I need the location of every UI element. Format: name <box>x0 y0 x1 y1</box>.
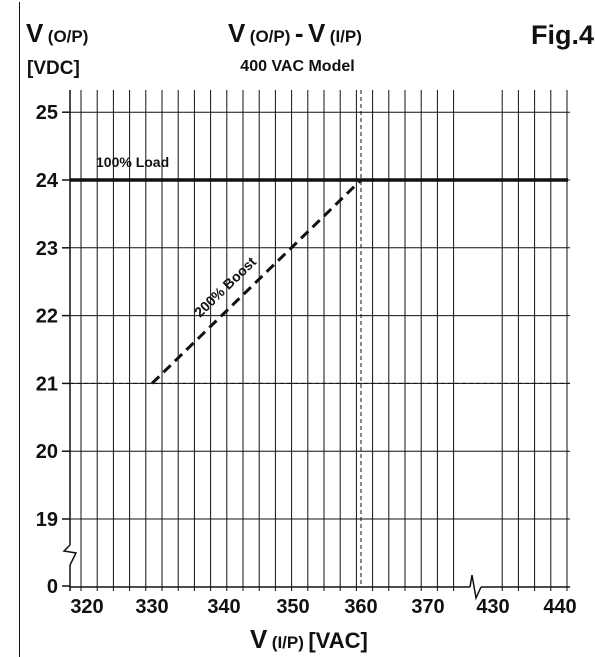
y-tick-label: 23 <box>36 238 58 260</box>
y-axis-title-main: V <box>26 18 44 48</box>
x-tick-label: 360 <box>344 596 377 618</box>
x-tick-label: 340 <box>207 596 240 618</box>
y-tick-label: 24 <box>36 170 59 192</box>
x-tick-label: 350 <box>276 596 309 618</box>
x-tick-label: 320 <box>70 596 103 618</box>
x-axis-title-sub: (I/P) <box>271 633 304 652</box>
chart-title-sub-left: (O/P) <box>249 27 291 46</box>
axes <box>62 90 570 601</box>
y-tick-label: 0 <box>47 576 58 598</box>
chart-title: V (O/P) - V (I/P) <box>228 18 362 49</box>
tick-labels: 0 19 20 21 22 23 24 25 320 330 340 350 360 370 430 440 <box>36 102 577 618</box>
chart-subtitle: 400 VAC Model <box>240 58 355 75</box>
x-axis-break <box>469 574 482 601</box>
y-axis-title: V (O/P) <box>26 18 88 49</box>
x-axis-title-unit: [VAC] <box>308 628 368 653</box>
x-tick-label: 440 <box>543 596 576 618</box>
chart-title-main: V <box>228 18 246 48</box>
figure-frame <box>19 2 595 657</box>
series-label-load: 100% Load <box>96 154 169 170</box>
x-axis-title-main: V <box>250 624 268 654</box>
y-axis-unit: [VDC] <box>27 58 80 79</box>
series <box>70 178 568 385</box>
chart-title-main2: V <box>307 18 326 48</box>
x-axis-title: V (I/P) [VAC] <box>250 624 368 655</box>
y-axis-title-sub: (O/P) <box>47 27 89 46</box>
y-tick-label: 20 <box>36 441 58 463</box>
y-tick-label: 19 <box>36 509 58 531</box>
y-axis-break <box>62 544 78 566</box>
series-line-boost <box>150 178 363 385</box>
grid <box>70 90 570 591</box>
chart-title-sub-right: (I/P) <box>329 27 362 46</box>
reference-lines <box>70 90 570 587</box>
x-tick-label: 370 <box>411 596 444 618</box>
y-tick-label: 22 <box>36 306 58 328</box>
x-tick-label: 430 <box>476 596 509 618</box>
chart-title-dash: - <box>294 18 304 48</box>
y-tick-label: 21 <box>36 373 58 395</box>
y-tick-label: 25 <box>36 102 58 124</box>
x-tick-label: 330 <box>135 596 168 618</box>
figure-label: Fig.4 <box>530 20 594 50</box>
